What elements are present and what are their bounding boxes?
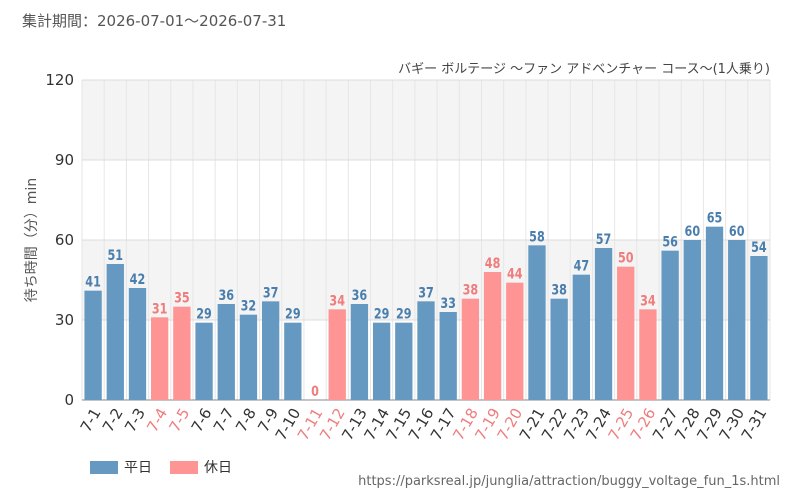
bar	[572, 274, 591, 400]
bar	[483, 272, 502, 400]
legend-item-weekday: 平日	[90, 457, 152, 477]
bar	[151, 317, 169, 400]
legend-label-holiday: 休日	[204, 460, 232, 476]
bar-value-label: 29	[285, 305, 301, 322]
bar-value-label: 38	[463, 281, 479, 298]
bar-value-label: 47	[574, 257, 590, 274]
bar-value-label: 35	[174, 289, 190, 306]
bar-chart: 0 30 60 90 120 待ち時間（分）min 41 7-1 51 7-2 42 7-3 31 7-4…	[24, 71, 771, 443]
x-tick-label: 7-1	[77, 405, 105, 435]
bar-value-label: 36	[352, 287, 368, 304]
y-tick-label: 30	[55, 311, 74, 329]
bar	[173, 306, 191, 400]
bar	[705, 226, 724, 400]
bar-value-label: 31	[152, 300, 168, 317]
bar	[106, 264, 124, 400]
bar-value-label: 60	[685, 223, 701, 240]
bar	[395, 322, 413, 400]
bar-value-label: 56	[662, 233, 678, 250]
bar	[728, 240, 746, 400]
bar	[594, 248, 613, 400]
bar-value-label: 60	[729, 223, 745, 240]
bar	[683, 240, 701, 400]
chart-legend: 平日 休日	[90, 457, 232, 477]
source-url[interactable]: https://parksreal.jp/junglia/attraction/…	[358, 474, 780, 489]
bar	[528, 245, 546, 400]
bar-value-label: 36	[218, 287, 234, 304]
y-tick-label: 90	[55, 151, 74, 169]
bar	[261, 301, 280, 400]
bar-value-label: 32	[241, 297, 257, 314]
bar-value-label: 51	[108, 247, 124, 264]
bar	[84, 290, 102, 400]
bar-value-label: 44	[507, 265, 523, 282]
y-tick-label: 60	[55, 231, 74, 249]
bar	[639, 309, 657, 400]
bar-value-label: 50	[618, 249, 634, 266]
bar-value-label: 38	[551, 281, 567, 298]
bar-value-label: 58	[529, 228, 545, 245]
legend-label-weekday: 平日	[124, 460, 152, 476]
bar-value-label: 0	[311, 383, 319, 400]
plot-band	[82, 80, 770, 160]
x-tick-label: 7-6	[188, 405, 216, 435]
y-axis-label: 待ち時間（分）min	[24, 178, 40, 302]
bar-value-label: 37	[418, 284, 434, 301]
bar-value-label: 33	[440, 295, 456, 312]
legend-item-holiday: 休日	[170, 457, 232, 477]
bar	[239, 314, 258, 400]
bar	[195, 322, 213, 400]
bar	[284, 322, 302, 400]
x-tick-label: 7-4	[143, 405, 171, 435]
x-tick-label: 7-5	[165, 405, 193, 435]
x-tick-label: 7-7	[210, 405, 238, 435]
x-tick-label: 7-2	[99, 405, 127, 435]
chart-subtitle: バギー ボルテージ ～ファン アドベンチャー コース～(1人乗り)	[398, 62, 770, 77]
period-label: 集計期間：2026-07-01～2026-07-31	[22, 12, 287, 30]
bar	[372, 322, 391, 400]
bar-value-label: 37	[263, 284, 279, 301]
bar	[328, 309, 346, 400]
bar	[217, 304, 235, 400]
bar-value-label: 65	[707, 209, 723, 226]
legend-swatch-holiday	[170, 460, 198, 474]
x-tick-label: 7-8	[232, 405, 260, 435]
bar-value-label: 29	[396, 305, 412, 322]
bar-value-label: 54	[751, 239, 767, 256]
bar-value-label: 34	[329, 292, 345, 309]
y-tick-label: 0	[64, 391, 74, 409]
bar-value-label: 48	[485, 255, 501, 272]
bar	[550, 298, 568, 400]
bar	[661, 250, 679, 400]
x-tick-label: 7-31	[738, 405, 771, 443]
bar	[417, 301, 435, 400]
bar	[439, 312, 457, 400]
bar-value-label: 34	[640, 292, 656, 309]
bar	[461, 298, 480, 400]
bar-value-label: 42	[130, 271, 146, 288]
x-tick-label: 7-3	[121, 405, 149, 435]
bar-value-label: 57	[596, 231, 612, 248]
bar	[750, 256, 768, 400]
y-tick-label: 120	[45, 71, 74, 89]
bar	[128, 288, 147, 400]
bar-value-label: 29	[196, 305, 212, 322]
bar	[350, 304, 369, 400]
legend-swatch-weekday	[90, 460, 118, 474]
bar-value-label: 41	[85, 273, 101, 290]
bar	[617, 266, 635, 400]
bar	[506, 282, 524, 400]
bar-value-label: 29	[374, 305, 390, 322]
